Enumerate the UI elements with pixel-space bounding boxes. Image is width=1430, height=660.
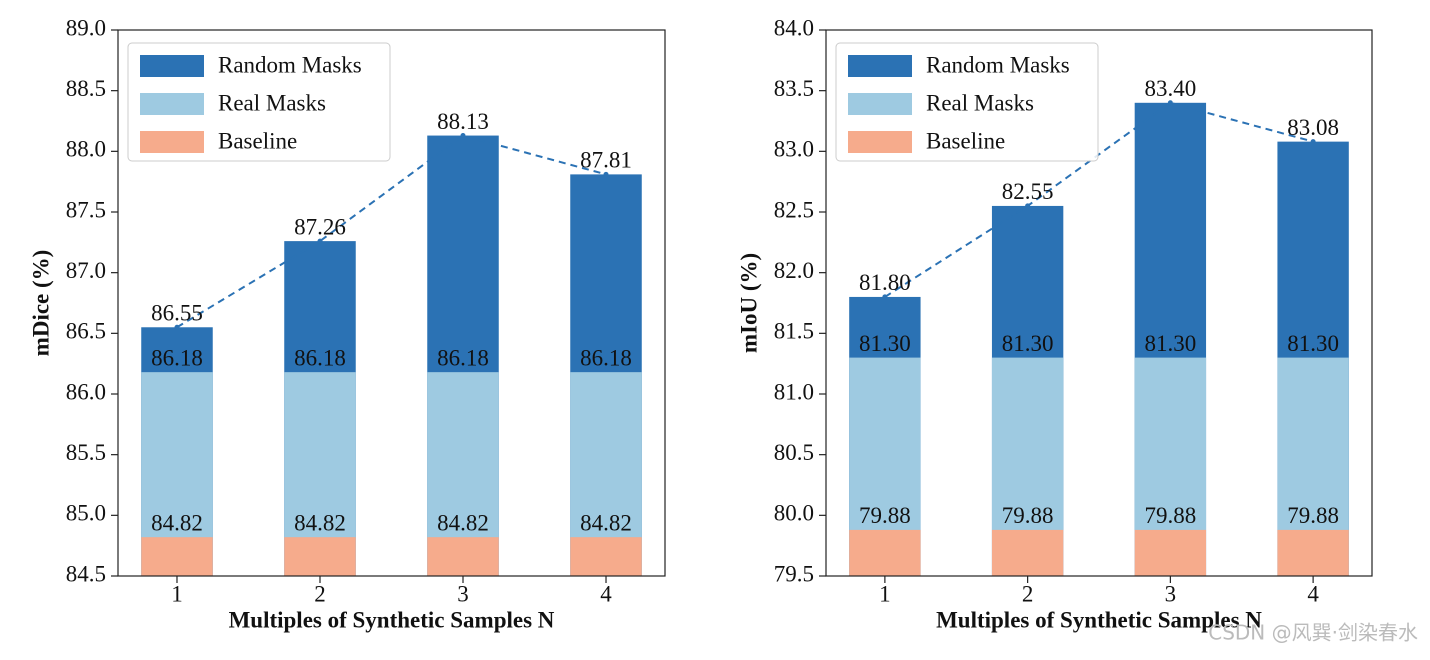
trend-point bbox=[174, 324, 180, 330]
x-tick-label: 2 bbox=[1022, 581, 1034, 606]
y-tick-label: 88.0 bbox=[66, 137, 106, 162]
y-axis-title: mDice (%) bbox=[28, 250, 53, 357]
trend-point bbox=[1167, 100, 1173, 106]
trend-point bbox=[1025, 203, 1031, 209]
y-tick-label: 87.5 bbox=[66, 197, 106, 222]
x-axis-title: Multiples of Synthetic Samples N bbox=[936, 607, 1262, 632]
y-tick-label: 80.0 bbox=[774, 501, 814, 526]
bar bbox=[991, 529, 1064, 576]
data-label: 81.30 bbox=[1287, 331, 1339, 356]
data-label: 87.81 bbox=[580, 148, 632, 173]
data-label: 84.82 bbox=[151, 510, 203, 535]
legend-swatch bbox=[848, 55, 912, 77]
data-label: 81.30 bbox=[859, 331, 911, 356]
y-tick-label: 84.0 bbox=[774, 15, 814, 40]
data-label: 86.18 bbox=[580, 345, 632, 370]
x-axis-title: Multiples of Synthetic Samples N bbox=[229, 607, 555, 632]
y-tick-label: 82.5 bbox=[774, 197, 814, 222]
bar bbox=[570, 537, 642, 576]
data-label: 86.18 bbox=[437, 345, 489, 370]
x-tick-label: 4 bbox=[600, 581, 612, 606]
trend-point bbox=[882, 294, 888, 300]
legend-label: Random Masks bbox=[926, 52, 1070, 77]
bar bbox=[1134, 529, 1207, 576]
bar bbox=[849, 529, 921, 576]
trend-point bbox=[603, 171, 609, 177]
bar bbox=[141, 537, 213, 576]
bar bbox=[427, 537, 499, 576]
legend-swatch bbox=[848, 131, 912, 153]
data-label: 81.80 bbox=[859, 270, 911, 295]
y-tick-label: 87.0 bbox=[66, 258, 106, 283]
trend-point bbox=[460, 133, 466, 139]
y-tick-label: 89.0 bbox=[66, 15, 106, 40]
data-label: 86.18 bbox=[151, 345, 203, 370]
data-label: 84.82 bbox=[580, 510, 632, 535]
legend-label: Baseline bbox=[218, 128, 297, 153]
legend-label: Real Masks bbox=[926, 90, 1034, 115]
data-label: 87.26 bbox=[294, 214, 346, 239]
data-label: 83.08 bbox=[1287, 115, 1339, 140]
y-tick-label: 79.5 bbox=[774, 561, 814, 586]
y-tick-label: 86.0 bbox=[66, 379, 106, 404]
x-tick-label: 2 bbox=[314, 581, 326, 606]
y-tick-label: 85.5 bbox=[66, 440, 106, 465]
legend-swatch bbox=[848, 93, 912, 115]
y-tick-label: 85.0 bbox=[66, 501, 106, 526]
y-tick-label: 86.5 bbox=[66, 319, 106, 344]
trend-point bbox=[1310, 139, 1316, 145]
x-tick-label: 3 bbox=[457, 581, 469, 606]
data-label: 81.30 bbox=[1144, 331, 1196, 356]
plot-frame bbox=[117, 29, 666, 577]
x-tick-label: 3 bbox=[1165, 581, 1177, 606]
trend-line bbox=[176, 134, 607, 329]
y-tick-label: 81.5 bbox=[774, 319, 814, 344]
data-label: 79.88 bbox=[859, 503, 911, 528]
y-axis-title: mIoU (%) bbox=[736, 253, 761, 353]
watermark: CSDN @风巽·剑染春水 bbox=[1208, 621, 1418, 645]
legend-swatch bbox=[140, 93, 204, 115]
y-tick-label: 83.5 bbox=[774, 76, 814, 101]
legend-label: Random Masks bbox=[218, 52, 362, 77]
bar bbox=[1277, 529, 1349, 576]
y-tick-label: 83.0 bbox=[774, 137, 814, 162]
legend-label: Baseline bbox=[926, 128, 1005, 153]
data-label: 81.30 bbox=[1002, 331, 1054, 356]
data-label: 86.55 bbox=[151, 301, 203, 326]
y-tick-label: 80.5 bbox=[774, 440, 814, 465]
trend-point bbox=[317, 238, 323, 244]
x-tick-label: 4 bbox=[1307, 581, 1319, 606]
data-label: 84.82 bbox=[437, 510, 489, 535]
data-label: 82.55 bbox=[1002, 179, 1054, 204]
legend-swatch bbox=[140, 131, 204, 153]
data-label: 79.88 bbox=[1287, 503, 1339, 528]
x-tick-label: 1 bbox=[879, 581, 891, 606]
legend-label: Real Masks bbox=[218, 90, 326, 115]
data-label: 84.82 bbox=[294, 510, 346, 535]
data-label: 79.88 bbox=[1002, 503, 1054, 528]
plot-frame bbox=[825, 29, 1373, 577]
data-label: 79.88 bbox=[1144, 503, 1196, 528]
y-tick-label: 88.5 bbox=[66, 76, 106, 101]
y-tick-label: 84.5 bbox=[66, 561, 106, 586]
data-label: 86.18 bbox=[294, 345, 346, 370]
data-label: 88.13 bbox=[437, 109, 489, 134]
bar bbox=[284, 537, 356, 576]
y-tick-label: 81.0 bbox=[774, 379, 814, 404]
trend-line bbox=[884, 101, 1314, 298]
data-label: 83.40 bbox=[1144, 76, 1196, 101]
y-tick-label: 82.0 bbox=[774, 258, 814, 283]
x-tick-label: 1 bbox=[171, 581, 183, 606]
legend-swatch bbox=[140, 55, 204, 77]
